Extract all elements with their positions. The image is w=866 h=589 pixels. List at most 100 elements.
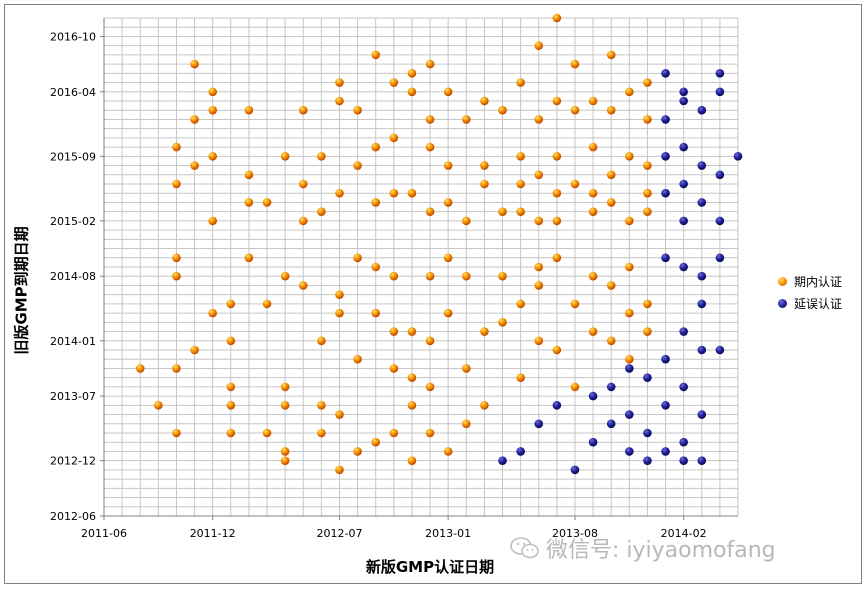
y-tick-label: 2012-06 (50, 510, 96, 523)
data-point-in-period (606, 336, 616, 346)
data-point-in-period (298, 281, 308, 290)
data-point-in-period (480, 161, 489, 170)
data-point-in-period (371, 262, 381, 272)
data-point-in-period (461, 419, 471, 429)
data-point-in-period (317, 401, 326, 410)
data-point-in-period (625, 262, 634, 272)
data-point-delayed (679, 142, 688, 152)
data-point-in-period (552, 216, 562, 226)
data-point-in-period (425, 428, 435, 438)
data-point-in-period (172, 271, 181, 281)
data-point-delayed (697, 198, 707, 207)
y-tick-label: 2016-04 (50, 86, 96, 99)
data-point-in-period (172, 428, 181, 438)
data-point-delayed (661, 115, 670, 124)
legend-item-delayed: 延误认证 (778, 292, 842, 314)
data-point-in-period (588, 271, 598, 281)
legend-item-in-period: 期内认证 (778, 270, 842, 292)
data-point-in-period (226, 336, 236, 346)
data-point-in-period (280, 447, 290, 456)
data-point-in-period (262, 299, 272, 309)
data-point-in-period (570, 179, 580, 189)
y-axis-title: 旧版GMP到期日期 (12, 225, 31, 355)
data-point-in-period (588, 188, 598, 198)
data-point-in-period (480, 179, 489, 189)
y-tick-label: 2013-07 (50, 390, 96, 403)
x-tick-label: 2011-06 (81, 527, 127, 540)
data-point-in-period (498, 318, 507, 327)
data-point-in-period (480, 96, 489, 106)
data-point-delayed (679, 179, 688, 189)
data-point-delayed (679, 216, 688, 226)
y-tick-label: 2015-09 (50, 150, 96, 163)
y-tick-label: 2012-12 (50, 455, 96, 468)
grid (103, 17, 739, 517)
data-point-delayed (715, 345, 725, 355)
data-point-in-period (480, 327, 489, 336)
data-point-in-period (335, 96, 344, 106)
data-point-in-period (317, 428, 326, 438)
data-point-in-period (625, 216, 634, 226)
data-point-in-period (335, 290, 344, 299)
data-point-in-period (298, 216, 308, 226)
data-point-in-period (407, 87, 417, 97)
watermark-text: 微信号: iyiyaomofang (546, 538, 776, 563)
x-tick-label: 2012-07 (317, 527, 363, 540)
data-point-delayed (697, 161, 707, 170)
data-point-in-period (190, 115, 199, 124)
data-points (135, 13, 743, 475)
legend: 期内认证 延误认证 (778, 270, 842, 314)
data-point-in-period (443, 447, 453, 456)
data-point-in-period (317, 336, 326, 346)
data-point-delayed (733, 152, 743, 161)
data-point-in-period (335, 410, 344, 419)
data-point-in-period (516, 207, 525, 216)
data-point-in-period (244, 170, 254, 180)
data-point-delayed (697, 345, 707, 355)
data-point-in-period (353, 161, 362, 170)
data-point-delayed (715, 69, 725, 78)
data-point-in-period (425, 271, 435, 281)
data-point-in-period (335, 308, 344, 318)
data-point-in-period (625, 152, 634, 161)
data-point-in-period (534, 336, 544, 346)
data-point-in-period (625, 308, 634, 318)
data-point-in-period (625, 87, 634, 97)
data-point-delayed (552, 401, 562, 410)
data-point-in-period (643, 78, 652, 87)
data-point-in-period (588, 96, 598, 106)
data-point-in-period (588, 142, 598, 152)
data-point-delayed (588, 391, 598, 401)
data-point-delayed (498, 456, 507, 465)
data-point-delayed (715, 170, 725, 180)
y-tick-label: 2016-10 (50, 30, 96, 43)
data-point-in-period (226, 382, 236, 392)
data-point-delayed (661, 253, 670, 263)
axes: 2012-06 2012-12 2013-07 2014-01 2014-08 2015-… (50, 18, 738, 540)
x-tick-label: 2013-08 (552, 527, 598, 540)
data-point-delayed (625, 447, 634, 456)
data-point-in-period (317, 207, 326, 216)
data-point-in-period (516, 78, 525, 87)
data-point-in-period (643, 188, 652, 198)
data-point-in-period (461, 115, 471, 124)
data-point-in-period (335, 465, 344, 475)
data-point-delayed (534, 419, 544, 429)
data-point-in-period (389, 133, 399, 143)
data-point-in-period (534, 262, 544, 272)
wechat-icon (510, 537, 539, 559)
data-point-delayed (679, 382, 688, 392)
data-point-in-period (389, 327, 399, 336)
data-point-in-period (190, 161, 199, 170)
data-point-in-period (570, 59, 580, 69)
data-point-delayed (588, 437, 598, 447)
data-point-in-period (625, 354, 634, 364)
data-point-delayed (679, 456, 688, 465)
data-point-delayed (661, 447, 670, 456)
data-point-delayed (679, 262, 688, 272)
data-point-in-period (389, 428, 399, 438)
data-point-in-period (407, 456, 417, 465)
data-point-in-period (461, 364, 471, 373)
data-point-in-period (172, 253, 181, 263)
data-point-in-period (244, 198, 254, 207)
